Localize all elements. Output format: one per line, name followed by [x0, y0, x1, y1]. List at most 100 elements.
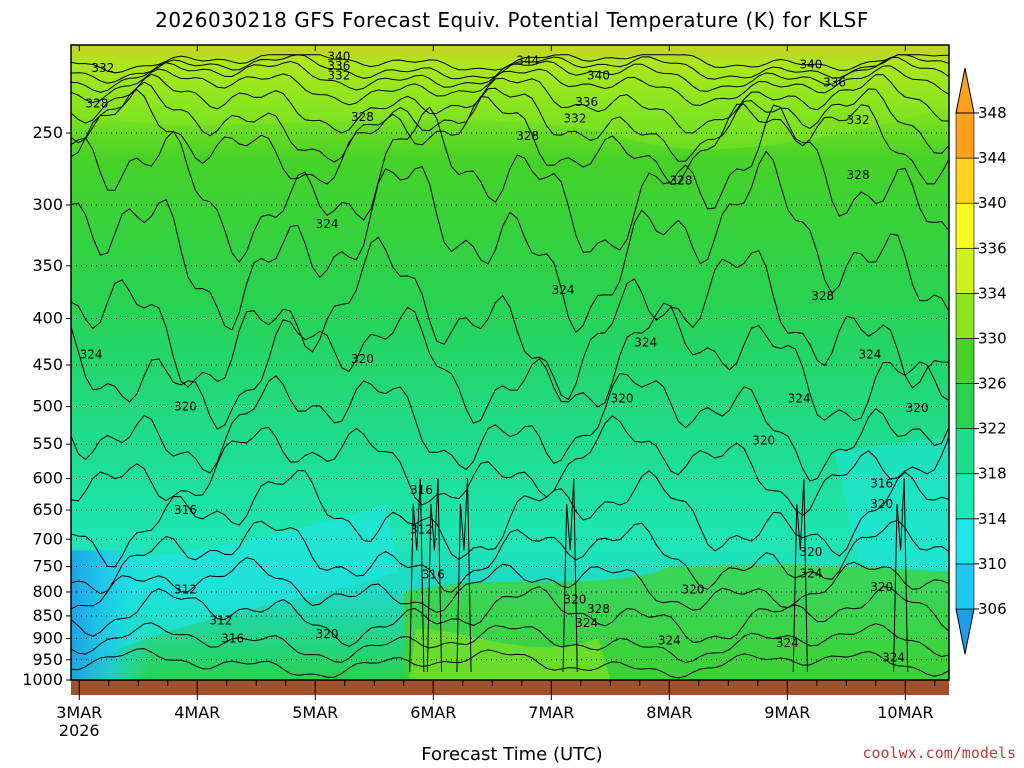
- credit-text: coolwx.com/models: [862, 744, 1016, 762]
- contour-label: 320: [870, 580, 893, 594]
- contour-label: 328: [847, 168, 870, 182]
- x-year-label: 2026: [59, 721, 100, 740]
- contour-label: 324: [799, 566, 822, 580]
- contour-label: 312: [410, 523, 433, 537]
- x-tick-label: 3MAR: [56, 703, 102, 722]
- contour-label: 332: [563, 112, 586, 126]
- colorbar-label: 314: [978, 510, 1007, 528]
- contour-label: 324: [882, 651, 905, 665]
- plot-frame: [70, 44, 950, 681]
- contour-label: 332: [91, 61, 114, 75]
- colorbar-label: 306: [978, 600, 1007, 618]
- contour-label: 328: [587, 602, 610, 616]
- colorbar-label: 310: [978, 555, 1007, 573]
- contour-label: 320: [752, 434, 775, 448]
- contour-label: 344: [516, 53, 539, 67]
- colorbar-label: 348: [978, 104, 1007, 122]
- contour-label: 320: [316, 627, 339, 641]
- contour-label: 324: [552, 283, 575, 297]
- y-tick-label: 450: [32, 355, 63, 374]
- colorbar-segment: [955, 202, 975, 249]
- contour-line: [71, 73, 949, 134]
- contour-label: 316: [422, 567, 445, 581]
- contour-line: [426, 478, 443, 673]
- contour-label: 316: [410, 483, 433, 497]
- colorbar-segment: [955, 247, 975, 294]
- y-tick-label: 300: [32, 195, 63, 214]
- contour-label: 320: [174, 400, 197, 414]
- colorbar-arrow-low: [955, 608, 975, 655]
- contour-label: 340: [327, 50, 350, 64]
- colorbar: 306 310 314 318 322 326 330 334 336 340 344 348: [955, 67, 1007, 655]
- contour-label: 320: [906, 401, 929, 415]
- colorbar-label: 334: [978, 284, 1007, 302]
- y-tick-label: 550: [32, 434, 63, 453]
- contour-label: 320: [681, 582, 704, 596]
- colorbar-segment: [955, 383, 975, 429]
- contour-label: 312: [174, 582, 197, 596]
- contour-label: 328: [516, 129, 539, 143]
- contour-label: 324: [658, 634, 681, 648]
- contour-line: [71, 81, 949, 163]
- contour-label: 316: [221, 631, 244, 645]
- colorbar-segment: [955, 112, 975, 159]
- y-tick-label: 350: [32, 256, 63, 275]
- contour-line: [71, 236, 949, 401]
- y-tick-label: 600: [32, 468, 63, 487]
- colorbar-arrow-high: [955, 67, 975, 114]
- contour-label: 320: [351, 352, 374, 366]
- colorbar-segment: [955, 473, 975, 520]
- contour-line: [792, 478, 808, 673]
- x-tick-label: 8MAR: [646, 703, 692, 722]
- y-tick-label: 750: [32, 556, 63, 575]
- x-axis-label: Forecast Time (UTC): [421, 744, 603, 765]
- colorbar-segment: [955, 338, 975, 384]
- x-tick-label: 7MAR: [528, 703, 574, 722]
- colorbar-segment: [955, 518, 975, 565]
- colorbar-label: 336: [978, 239, 1007, 257]
- y-tick-label: 650: [32, 500, 63, 519]
- colorbar-segment: [955, 563, 975, 610]
- contour-line: [71, 56, 949, 93]
- plot-area: 3323283403363323443403363323283283403363…: [71, 45, 949, 680]
- contour-label: 332: [327, 68, 350, 82]
- contour-line: [71, 519, 949, 595]
- x-tick-label: 5MAR: [292, 703, 338, 722]
- contour-line: [71, 54, 949, 84]
- colorbar-label: 322: [978, 420, 1007, 438]
- contour-line: [409, 478, 425, 673]
- contour-label: 312: [209, 613, 232, 627]
- x-axis: 3MAR 4MAR 5MAR 6MAR 7MAR 8MAR 9MAR 10MAR 2026: [56, 45, 936, 740]
- y-tick-label: 250: [32, 123, 63, 142]
- y-tick-label: 1000: [22, 670, 63, 689]
- chart-title: 2026030218 GFS Forecast Equiv. Potential…: [155, 8, 869, 32]
- contour-line: [71, 622, 949, 664]
- contour-label: 324: [575, 616, 598, 630]
- contour-line: [71, 557, 949, 614]
- y-tick-label: 950: [32, 650, 63, 669]
- ground-strip: [71, 680, 949, 695]
- contour-label: 336: [327, 59, 350, 73]
- contour-line: [71, 150, 949, 334]
- y-tick-label: 700: [32, 529, 63, 548]
- contour-label: 320: [870, 497, 893, 511]
- contour-label: 328: [351, 110, 374, 124]
- contour-label: 340: [799, 57, 822, 71]
- colorbar-label: 318: [978, 465, 1007, 483]
- contour-label: 320: [563, 592, 586, 606]
- contour-label: 324: [634, 335, 657, 349]
- contour-line: [71, 88, 949, 186]
- x-tick-label: 6MAR: [410, 703, 456, 722]
- contour-line: [71, 104, 949, 264]
- contour-line: [562, 478, 578, 673]
- colorbar-segment: [955, 157, 975, 204]
- contour-line: [71, 585, 949, 648]
- contour-label: 320: [611, 392, 634, 406]
- colorbar-segment: [955, 293, 975, 339]
- contour-label: 340: [587, 68, 610, 82]
- colorbar-segment: [955, 428, 975, 475]
- colorbar-label: 340: [978, 194, 1007, 212]
- contour-label: 336: [823, 76, 846, 90]
- x-tick-label: 9MAR: [764, 703, 810, 722]
- cold-region: [71, 503, 398, 673]
